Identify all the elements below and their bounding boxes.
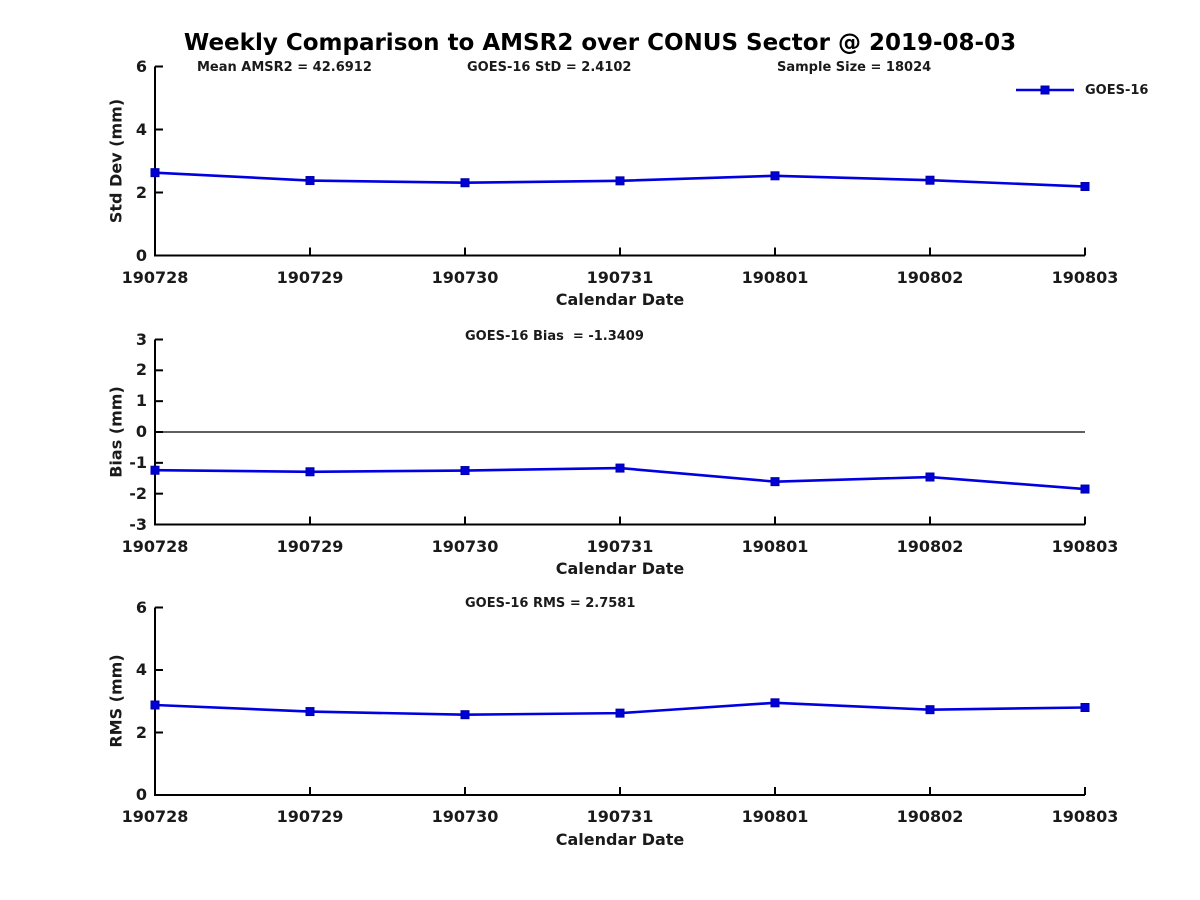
y-tick-label: 6 [135, 597, 147, 617]
data-point-marker [615, 176, 625, 186]
x-axis-label-bias: Calendar Date [555, 559, 685, 578]
y-tick-label: 4 [135, 660, 147, 679]
x-tick-label: 190730 [431, 807, 499, 826]
data-point-marker [460, 178, 470, 188]
x-tick-label: 190803 [1051, 267, 1119, 287]
y-tick-label: 3 [135, 329, 147, 349]
annotation-goes16-rms: GOES-16 RMS = 2.7581 [465, 596, 636, 611]
x-tick-label: 190728 [121, 807, 189, 826]
x-tick-label: 190729 [276, 807, 344, 826]
x-tick-label: 190802 [896, 807, 964, 826]
x-tick-label: 190803 [1051, 536, 1119, 556]
y-tick-label: 2 [135, 722, 147, 742]
x-tick-label: 190801 [741, 267, 809, 287]
data-point-marker [460, 710, 470, 720]
x-tick-label: 190729 [276, 536, 344, 556]
data-point-marker [305, 467, 315, 477]
data-point-marker [305, 707, 315, 717]
data-point-marker [925, 175, 935, 185]
x-tick-label: 190730 [431, 536, 499, 556]
x-tick-label: 190801 [741, 807, 809, 826]
annotation-mean-amsr2: Mean AMSR2 = 42.6912 [197, 60, 372, 75]
x-tick-label: 190731 [586, 807, 654, 826]
data-point-marker [305, 176, 315, 186]
data-point-marker [925, 705, 935, 715]
y-tick-label: -3 [129, 514, 147, 534]
legend: GOES-16 [1014, 82, 1148, 98]
y-tick-label: 1 [135, 391, 147, 411]
data-point-marker [770, 698, 780, 708]
data-point-marker [1080, 703, 1090, 712]
x-tick-label: 190730 [431, 267, 499, 287]
legend-line-marker-icon [1016, 85, 1074, 95]
x-axis-label-stddev: Calendar Date [555, 290, 685, 309]
data-point-marker [1080, 484, 1090, 494]
x-tick-label: 190802 [896, 267, 964, 287]
data-point-marker [460, 466, 470, 476]
data-point-marker [150, 168, 160, 178]
y-tick-label: 0 [135, 785, 147, 804]
y-tick-label: 4 [135, 119, 147, 139]
x-tick-label: 190728 [121, 536, 189, 556]
legend-series-label: GOES-16 [1085, 82, 1149, 98]
y-tick-label: 6 [135, 56, 147, 76]
x-tick-label: 190728 [121, 267, 189, 287]
data-point-marker [150, 465, 160, 475]
x-tick-label: 190731 [586, 267, 654, 287]
y-tick-label: 0 [135, 422, 147, 441]
y-tick-label: -2 [129, 483, 147, 503]
y-tick-label: 2 [135, 182, 147, 202]
annotation-goes16-bias: GOES-16 Bias = -1.3409 [465, 329, 644, 344]
x-tick-label: 190731 [586, 536, 654, 556]
legend-marker [1040, 85, 1050, 95]
x-tick-label: 190802 [896, 536, 964, 556]
y-tick-label: -1 [129, 452, 147, 472]
y-tick-label: 2 [135, 360, 147, 380]
x-axis-label-rms: Calendar Date [555, 830, 685, 849]
data-point-marker [615, 708, 625, 718]
annotation-sample-size: Sample Size = 18024 [777, 60, 932, 75]
data-point-marker [925, 472, 935, 482]
data-point-marker [1080, 182, 1090, 192]
data-point-marker [150, 700, 160, 710]
annotation-goes16-std: GOES-16 StD = 2.4102 [467, 60, 632, 75]
figure-title: Weekly Comparison to AMSR2 over CONUS Se… [183, 30, 1017, 56]
y-tick-label: 0 [135, 245, 147, 265]
x-tick-label: 190803 [1051, 807, 1119, 826]
x-tick-label: 190801 [741, 536, 809, 556]
data-point-marker [615, 463, 625, 473]
x-tick-label: 190729 [276, 267, 344, 287]
data-point-marker [770, 477, 780, 487]
data-point-marker [770, 171, 780, 181]
